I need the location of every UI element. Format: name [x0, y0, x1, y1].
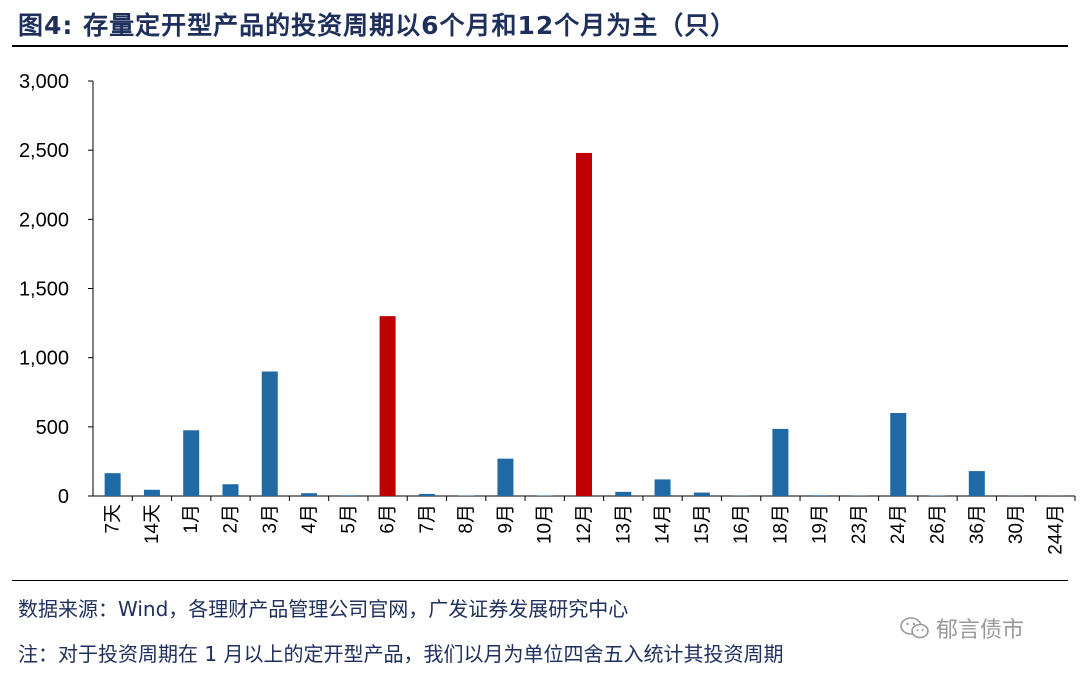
- bar-12: [576, 152, 592, 496]
- wechat-icon: [900, 617, 929, 639]
- x-tick-label: 18月: [770, 504, 791, 544]
- x-tick-label: 7月: [417, 504, 438, 534]
- bar-13: [615, 491, 632, 496]
- x-tick-label: 5月: [338, 504, 359, 534]
- x-tick-label: 3月: [260, 504, 281, 534]
- bar-4: [261, 371, 278, 496]
- y-tick-label: 500: [36, 417, 69, 439]
- bar-chart: 0 500 1,000 1,500 2,000 2,500 3,000 7天 14天 1月 2月 3月…: [0, 52, 1080, 582]
- source-text: 数据来源：Wind，各理财产品管理公司官网，广发证券发展研究中心: [18, 597, 629, 621]
- bar-6: [340, 495, 357, 496]
- x-tick-label: 15月: [692, 504, 713, 544]
- x-tick-label: 244月: [1045, 504, 1066, 555]
- bar-3: [222, 484, 239, 496]
- x-tick-label: 7天: [103, 504, 124, 534]
- x-tick-label: 13月: [613, 504, 634, 544]
- title-divider: [12, 45, 1068, 47]
- bar-10: [497, 458, 514, 496]
- x-tick-label: 14月: [653, 504, 674, 544]
- bar-chart-svg: 0 500 1,000 1,500 2,000 2,500 3,000 7天 14天 1月 2月 3月…: [19, 71, 1076, 555]
- bar-0: [104, 473, 121, 496]
- y-tick-label: 2,000: [19, 209, 69, 231]
- x-tick-label: 36月: [967, 504, 988, 544]
- note-text: 注：对于投资周期在 1 月以上的定开型产品，我们以月为单位四舍五入统计其投资周期: [18, 642, 784, 666]
- watermark-label: 郁言债市: [936, 618, 1025, 643]
- x-tick-label: 19月: [810, 504, 831, 544]
- y-tick-label: 3,000: [19, 71, 69, 93]
- x-tick-label: 12月: [574, 504, 595, 544]
- x-tick-label: 23月: [849, 504, 870, 544]
- x-tick-label: 2月: [220, 504, 241, 534]
- chart-title: 图4: 存量定开型产品的投资周期以6个月和12个月为主（只）: [18, 11, 737, 40]
- bar-18: [811, 495, 828, 496]
- y-tick-label: 1,500: [19, 279, 69, 301]
- x-tick-label: 26月: [928, 504, 949, 544]
- x-tick-label: 6月: [378, 504, 399, 534]
- bar-22: [968, 471, 985, 496]
- bar-2: [183, 430, 200, 496]
- x-tick-label: 4月: [299, 504, 320, 534]
- bar-5: [301, 493, 318, 496]
- x-tick-label: 30月: [1006, 504, 1027, 544]
- bar-8: [418, 493, 435, 496]
- x-tick-label: 24月: [888, 504, 909, 544]
- watermark: 郁言债市: [900, 612, 1024, 644]
- x-tick-label: 10月: [535, 504, 556, 544]
- x-tick-label: 8月: [456, 504, 477, 534]
- x-tick-label: 1月: [181, 504, 202, 534]
- bar-15: [693, 492, 710, 496]
- bar-20: [890, 413, 907, 496]
- bar-17: [772, 428, 789, 496]
- y-tick-label: 0: [58, 486, 69, 508]
- x-tick-label: 9月: [495, 504, 516, 534]
- y-tick-label: 1,000: [19, 348, 69, 370]
- bar-7: [379, 316, 396, 496]
- bar-1: [143, 489, 160, 496]
- footer-divider: [12, 580, 1068, 581]
- x-tick-label: 16月: [731, 504, 752, 544]
- bar-14: [654, 479, 671, 496]
- x-tick-label: 14天: [142, 504, 163, 544]
- y-tick-label: 2,500: [19, 140, 69, 162]
